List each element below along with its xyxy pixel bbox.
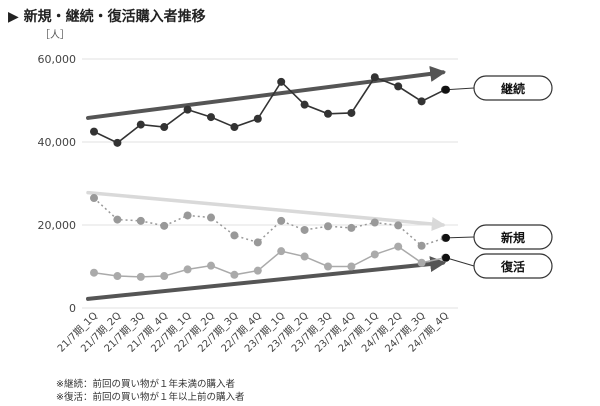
y-tick-label: 0 [69,302,76,315]
data-point [347,108,356,117]
data-point [90,194,98,203]
data-point [136,216,145,225]
data-point [394,242,403,251]
data-point [417,258,426,267]
data-point [277,216,286,225]
data-point [230,270,239,279]
y-tick-label: 20,000 [38,219,77,232]
data-point [90,268,98,277]
data-point [183,265,192,274]
data-point [347,262,356,271]
data-point [417,241,426,250]
trend-arrow [86,65,447,120]
data-point [90,127,98,136]
data-point [183,105,192,114]
data-point [207,113,215,122]
footnote-returning: ※復活：前回の買い物が１年以上前の購入者 [56,392,245,403]
footnote-continuing: ※継続：前回の買い物が１年未満の購入者 [56,379,235,390]
data-point [277,77,286,86]
series-line [93,76,446,144]
data-point [300,100,309,109]
data-point [160,272,169,281]
data-point [277,247,286,256]
legend-label: 新規 [501,230,525,245]
data-point [324,262,332,271]
y-tick-labels: 0 20,000 40,000 60,000 [38,53,77,315]
legend-box [473,75,553,101]
data-point [183,211,192,220]
legend-box [473,253,553,279]
legend-anchor-dot [442,233,450,242]
data-point [253,238,262,247]
data-point [253,266,262,275]
data-point [417,97,426,106]
chart-title: ▶ 新規・継続・復活購入者推移 [8,9,206,25]
y-tick-label: 40,000 [38,136,77,149]
data-point [207,261,215,270]
trend-arrow [86,256,447,301]
y-tick-label: 60,000 [38,53,77,66]
data-point [113,272,122,281]
data-point [160,123,169,132]
data-point [207,213,215,222]
data-point [113,138,122,147]
legend-box [473,224,553,250]
data-point [394,221,403,230]
legend-leader-line [445,257,475,267]
data-point [394,82,403,91]
data-point [324,109,332,118]
trend-arrow [86,190,446,231]
legend-leader-line [445,236,475,239]
data-point [300,225,309,234]
gridlines [82,58,458,309]
data-point [136,272,145,281]
data-point [370,250,379,259]
y-axis-unit: ［人］ [40,29,70,41]
legend-label: 継続 [501,81,525,96]
data-point [324,222,332,231]
data-point [300,252,309,261]
series-lines [90,73,449,281]
data-point [113,215,122,224]
data-point [230,231,239,240]
data-point [136,120,145,129]
legend-leader-line [445,87,475,91]
x-tick-labels: 21/7期_1Q21/7期_2Q21/7期_3Q21/7期_4Q22/7期_1Q… [55,310,451,355]
data-point [230,123,239,132]
data-point [370,218,379,227]
trend-arrows [86,65,447,301]
legend-label: 復活 [500,259,525,274]
series-line [93,245,446,278]
legend-anchor-dot [442,85,450,94]
data-point [253,114,262,123]
legend-anchor-dot [442,253,450,262]
data-point [370,73,379,82]
data-point [347,223,356,232]
data-point [160,221,169,230]
